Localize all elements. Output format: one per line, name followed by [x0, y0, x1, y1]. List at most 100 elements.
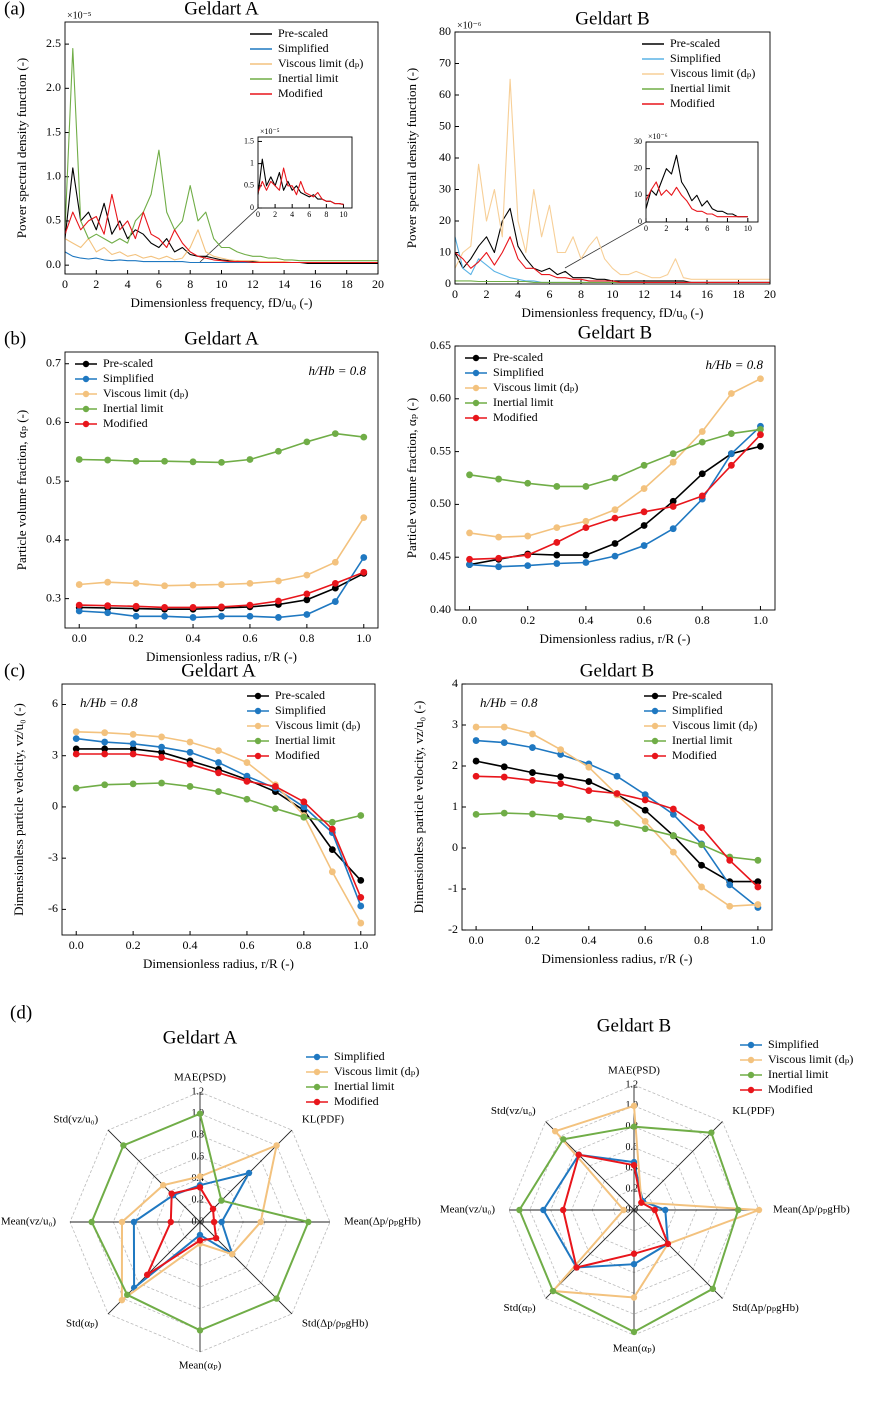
point	[158, 754, 165, 761]
y-tick-label: 20	[439, 213, 451, 227]
point	[196, 1237, 204, 1244]
point	[640, 522, 648, 529]
legend-label: Simplified	[768, 1037, 819, 1051]
point	[357, 894, 365, 901]
point	[472, 723, 480, 731]
point	[218, 1218, 225, 1226]
point	[553, 539, 561, 546]
point	[500, 773, 508, 781]
y-tick-label: 3	[52, 747, 58, 761]
point	[582, 551, 590, 559]
x-tick-label: 0	[644, 224, 648, 233]
point	[466, 555, 473, 563]
point	[524, 532, 532, 540]
point	[613, 790, 621, 797]
legend-marker	[747, 1086, 755, 1094]
legend-label: Inertial limit	[768, 1067, 829, 1081]
point	[132, 602, 140, 610]
x-tick-label: 0.4	[578, 613, 593, 627]
series-line	[257, 167, 344, 205]
point	[130, 1218, 138, 1226]
x-tick-label: 12	[247, 277, 259, 291]
y-axis-label: Power spectral density function (-)	[404, 68, 419, 249]
point	[698, 824, 705, 831]
point	[557, 813, 565, 820]
y-tick-label: 70	[439, 55, 451, 69]
point	[303, 438, 311, 446]
point	[630, 1328, 638, 1336]
point	[218, 1197, 225, 1204]
series-line	[64, 167, 378, 264]
point	[101, 738, 109, 746]
point	[72, 784, 80, 792]
point	[585, 778, 593, 785]
point	[303, 590, 311, 598]
point	[218, 459, 225, 466]
point	[757, 375, 764, 383]
point	[669, 810, 677, 818]
x-tick-label: 8	[725, 224, 729, 233]
y-tick-label: 30	[634, 137, 642, 146]
x-tick-label: 2	[484, 287, 490, 301]
plot-frame	[64, 21, 379, 275]
x-tick-label: 0.2	[525, 933, 540, 947]
point	[529, 810, 536, 818]
point	[196, 1110, 204, 1117]
legend-label: Inertial limit	[103, 401, 164, 415]
point	[196, 1231, 204, 1239]
point	[158, 743, 165, 751]
category-label: MAE(PSD)	[174, 1072, 226, 1084]
legend-marker	[651, 692, 659, 700]
series-line	[64, 47, 378, 262]
chart-title: Geldart A	[184, 0, 259, 19]
point	[246, 579, 254, 587]
legend-label: Inertial limit	[670, 81, 731, 95]
category-label: Std(αₚ)	[66, 1317, 98, 1329]
legend-label: Pre-scaled	[103, 356, 153, 370]
y-tick-label: -2	[448, 922, 458, 936]
point	[754, 883, 762, 891]
point	[620, 1206, 627, 1214]
x-axis-label: Dimensionless frequency, fD/u₀ (-)	[521, 305, 703, 320]
point	[585, 815, 593, 823]
point	[641, 806, 649, 814]
point	[613, 772, 621, 780]
point	[331, 584, 339, 592]
radar-spoke	[633, 1121, 723, 1211]
annotation: h/Hb = 0.8	[480, 695, 538, 710]
point	[186, 748, 194, 756]
y-tick-label: 20	[634, 163, 642, 172]
point	[582, 559, 590, 566]
point	[72, 735, 80, 743]
legend-marker	[651, 752, 659, 760]
chart-title: Geldart B	[580, 660, 654, 681]
point	[630, 1250, 638, 1257]
point	[275, 577, 282, 585]
point	[754, 901, 762, 908]
radial-tick-label: 1.2	[192, 1086, 205, 1097]
x-tick-label: 0.8	[296, 938, 311, 952]
legend-marker	[747, 1041, 755, 1049]
y-tick-label: 0	[638, 217, 642, 226]
point	[124, 1291, 131, 1298]
radial-tick-label: 0.8	[192, 1130, 205, 1141]
point	[75, 456, 83, 463]
panel-label: (c)	[4, 660, 25, 681]
point	[72, 750, 80, 758]
y-tick-label: 1.5	[46, 124, 61, 138]
inset-background	[258, 137, 352, 208]
point	[104, 456, 112, 464]
radial-tick-label: 1.2	[626, 1079, 639, 1090]
legend-label: Viscous limit (dₚ)	[278, 56, 363, 70]
point	[101, 729, 109, 737]
point	[215, 759, 222, 766]
point	[168, 1190, 175, 1197]
point	[559, 1206, 567, 1214]
radar-grid-ring	[612, 1188, 656, 1232]
legend-label: Pre-scaled	[672, 688, 722, 702]
point	[328, 818, 336, 826]
y-tick-label: 80	[439, 24, 451, 38]
point	[524, 551, 532, 559]
point	[158, 779, 165, 787]
y-axis-label: Particle volume fraction, αₚ (-)	[404, 398, 419, 558]
